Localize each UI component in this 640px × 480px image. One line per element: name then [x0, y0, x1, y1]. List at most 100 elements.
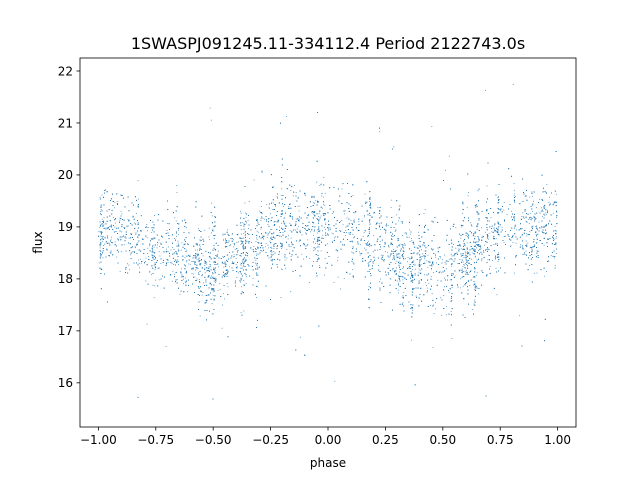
data-point — [340, 221, 341, 223]
data-point — [313, 250, 315, 252]
data-point — [163, 251, 164, 253]
data-point — [180, 268, 182, 270]
data-point — [548, 196, 550, 198]
data-point — [415, 295, 417, 297]
data-point — [137, 242, 139, 244]
data-point — [247, 219, 249, 221]
data-point — [521, 228, 523, 229]
data-point — [513, 183, 515, 185]
data-point — [516, 229, 518, 231]
data-point — [381, 257, 383, 259]
data-point — [129, 254, 131, 256]
data-point — [273, 221, 275, 223]
data-point — [279, 226, 281, 228]
data-point — [154, 258, 156, 260]
data-point — [407, 257, 409, 259]
data-point — [295, 229, 296, 231]
data-point — [198, 260, 200, 262]
data-point — [307, 239, 309, 241]
data-point — [285, 267, 287, 269]
data-point — [197, 249, 198, 251]
data-point — [450, 253, 452, 255]
data-point — [488, 238, 489, 240]
data-point — [525, 250, 527, 252]
data-point — [367, 209, 369, 211]
data-point — [468, 280, 470, 281]
data-point — [377, 249, 379, 251]
data-point — [494, 257, 496, 259]
data-point — [217, 289, 219, 291]
data-point — [462, 285, 464, 287]
data-point — [323, 204, 325, 205]
data-point — [493, 238, 495, 240]
data-point — [267, 223, 269, 225]
data-point — [184, 257, 186, 259]
data-point — [240, 244, 242, 245]
data-point — [119, 270, 121, 272]
data-point — [473, 253, 474, 255]
data-point — [226, 241, 227, 243]
data-point — [391, 250, 392, 252]
data-point — [398, 244, 400, 246]
data-point — [315, 200, 317, 202]
data-point — [524, 230, 526, 231]
data-point — [186, 226, 188, 228]
data-point — [260, 206, 262, 207]
data-point — [114, 226, 116, 228]
data-point — [310, 231, 311, 233]
data-point — [524, 210, 526, 212]
data-point — [312, 212, 314, 214]
data-point — [421, 280, 422, 281]
data-point — [271, 248, 273, 250]
data-point — [99, 196, 101, 198]
data-point — [477, 190, 479, 192]
data-point — [498, 225, 500, 227]
data-point — [368, 262, 370, 263]
data-point — [540, 207, 542, 209]
data-point — [245, 283, 247, 284]
data-point — [445, 268, 447, 270]
data-point — [256, 297, 258, 299]
data-point — [172, 247, 173, 248]
data-point — [213, 238, 215, 239]
data-point — [344, 213, 346, 215]
data-point — [534, 218, 536, 220]
data-point — [427, 266, 429, 268]
data-point — [185, 282, 187, 284]
data-point — [529, 196, 531, 198]
data-point — [455, 247, 457, 249]
data-point — [158, 251, 160, 253]
data-point — [475, 232, 476, 234]
data-point — [298, 240, 300, 242]
data-point — [228, 245, 230, 247]
data-point — [367, 244, 369, 246]
data-point — [178, 234, 179, 236]
data-point — [227, 273, 228, 275]
data-point — [334, 237, 335, 239]
data-point — [260, 218, 262, 220]
data-point — [157, 244, 159, 246]
data-point — [477, 214, 479, 215]
data-point — [266, 219, 267, 220]
data-point — [445, 260, 447, 262]
data-point — [372, 251, 374, 252]
data-point — [192, 268, 194, 270]
data-point — [105, 189, 106, 191]
data-point — [467, 236, 469, 238]
data-point — [301, 253, 303, 255]
data-point — [519, 315, 521, 317]
data-point — [484, 231, 486, 233]
data-point — [420, 263, 422, 265]
data-point — [108, 254, 109, 256]
data-point — [138, 263, 140, 264]
data-point — [477, 237, 479, 239]
data-point — [530, 247, 532, 249]
data-point — [486, 228, 488, 230]
data-point — [257, 258, 258, 260]
data-point — [473, 277, 475, 278]
data-point — [478, 241, 479, 243]
data-point — [176, 259, 178, 261]
data-point — [280, 194, 282, 196]
data-point — [432, 249, 434, 251]
